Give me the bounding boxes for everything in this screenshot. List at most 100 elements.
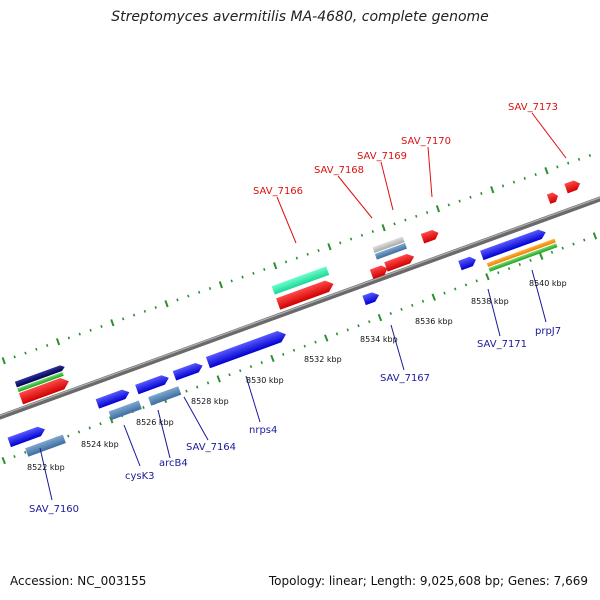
label-sav-7164[interactable]: SAV_7164 bbox=[186, 442, 236, 453]
tick-mark bbox=[78, 332, 81, 336]
gene-arrow[interactable] bbox=[95, 388, 131, 409]
tick-mark bbox=[208, 287, 212, 290]
tick-mark bbox=[458, 199, 461, 203]
tick-mark bbox=[187, 294, 190, 298]
gene-arrow[interactable] bbox=[135, 373, 170, 395]
tick-mark bbox=[523, 176, 526, 180]
gene-bar[interactable] bbox=[25, 434, 66, 457]
gene-arrow[interactable] bbox=[420, 228, 440, 244]
tick-mark bbox=[249, 365, 253, 369]
tick-mark bbox=[592, 232, 598, 240]
label-nrps4[interactable]: nrps4 bbox=[249, 425, 277, 436]
label-prpj7[interactable]: prpJ7 bbox=[535, 326, 561, 337]
tick-mark bbox=[324, 334, 329, 342]
tick-mark bbox=[404, 218, 407, 222]
tick-mark bbox=[497, 271, 500, 275]
tick-mark bbox=[197, 290, 201, 294]
feature-track[interactable] bbox=[0, 173, 600, 461]
tick-mark bbox=[185, 389, 188, 393]
tick-mark bbox=[588, 154, 592, 158]
gene-arrow[interactable] bbox=[564, 179, 582, 194]
gene-bar[interactable] bbox=[488, 243, 558, 272]
tick-mark bbox=[339, 241, 342, 245]
gene-bar[interactable] bbox=[486, 238, 556, 268]
gene-arrow[interactable] bbox=[458, 255, 477, 271]
tick-mark bbox=[206, 381, 210, 385]
gene-arrow[interactable] bbox=[276, 278, 336, 310]
tick-mark bbox=[263, 268, 266, 271]
tick-mark bbox=[346, 328, 349, 332]
label-sav-7166[interactable]: SAV_7166 bbox=[253, 186, 303, 197]
tick-mark bbox=[142, 405, 145, 410]
scale-label: 8526 kbp bbox=[136, 418, 174, 427]
tick-mark bbox=[228, 373, 231, 377]
tick-mark bbox=[577, 157, 581, 161]
gene-arrow[interactable] bbox=[7, 425, 47, 448]
gene-arrow[interactable] bbox=[384, 252, 416, 272]
tick-mark bbox=[556, 165, 559, 169]
label-cysk3[interactable]: cysK3 bbox=[125, 471, 155, 482]
tick-mark bbox=[282, 352, 285, 356]
tick-mark bbox=[381, 224, 386, 232]
label-sav-7167[interactable]: SAV_7167 bbox=[380, 373, 430, 384]
tick-mark bbox=[421, 299, 425, 303]
tick-mark bbox=[550, 250, 554, 254]
tick-mark bbox=[512, 180, 516, 184]
gene-arrow[interactable] bbox=[369, 264, 389, 279]
tick-mark bbox=[475, 279, 478, 283]
tick-mark bbox=[99, 422, 102, 426]
tick-mark bbox=[583, 238, 586, 242]
genome-summary-text: Topology: linear; Length: 9,025,608 bp; … bbox=[268, 574, 588, 588]
label-sav-7169[interactable]: SAV_7169 bbox=[357, 151, 407, 162]
tick-mark bbox=[110, 319, 115, 327]
tick-mark bbox=[55, 338, 61, 346]
gene-arrow[interactable] bbox=[18, 376, 71, 405]
gene-bar[interactable] bbox=[17, 371, 64, 393]
tick-mark bbox=[431, 293, 436, 301]
scale-label: 8538 kbp bbox=[471, 297, 509, 306]
label-sav-7171[interactable]: SAV_7171 bbox=[477, 339, 527, 350]
tick-mark bbox=[539, 252, 544, 260]
tick-mark bbox=[218, 281, 223, 289]
accession-text: Accession: NC_003155 bbox=[10, 574, 147, 588]
gene-arrow[interactable] bbox=[546, 191, 560, 204]
tick-mark bbox=[67, 434, 70, 438]
tick-mark bbox=[284, 260, 288, 264]
gene-bar[interactable] bbox=[148, 386, 182, 406]
label-sav-7170[interactable]: SAV_7170 bbox=[401, 136, 451, 147]
tick-mark bbox=[13, 454, 16, 459]
label-sav-7168[interactable]: SAV_7168 bbox=[314, 165, 364, 176]
gene-bar[interactable] bbox=[372, 236, 405, 254]
scale-label: 8528 kbp bbox=[191, 397, 229, 406]
tick-mark bbox=[13, 355, 16, 359]
tick-mark bbox=[529, 258, 532, 262]
tick-mark bbox=[241, 275, 244, 279]
tick-mark bbox=[196, 385, 199, 389]
tick-mark bbox=[230, 279, 233, 283]
gene-arrow[interactable] bbox=[14, 364, 66, 388]
label-arcb4[interactable]: arcB4 bbox=[159, 458, 188, 469]
label-sav-7173[interactable]: SAV_7173 bbox=[508, 102, 558, 113]
tick-mark bbox=[67, 336, 71, 340]
scale-label: 8530 kbp bbox=[246, 376, 284, 385]
gene-bar[interactable] bbox=[108, 400, 142, 420]
gene-bar[interactable] bbox=[374, 243, 407, 260]
gene-arrow[interactable] bbox=[205, 329, 288, 369]
tick-mark bbox=[447, 203, 450, 207]
scale-label: 8524 kbp bbox=[81, 440, 119, 449]
tick-mark bbox=[544, 167, 549, 175]
tick-mark bbox=[292, 348, 296, 352]
gene-bar[interactable] bbox=[271, 266, 330, 295]
gene-labels-bottom: SAV_7160 cysK3 arcB4 SAV_7164 nrps4 SAV_… bbox=[29, 326, 561, 515]
label-sav-7160[interactable]: SAV_7160 bbox=[29, 504, 79, 515]
gene-arrow[interactable] bbox=[362, 290, 380, 306]
gene-arrow[interactable] bbox=[172, 361, 205, 381]
gene-arrow[interactable] bbox=[480, 228, 547, 261]
tick-mark bbox=[270, 354, 275, 363]
tick-mark bbox=[371, 230, 375, 233]
tick-mark bbox=[1, 357, 6, 365]
tick-mark bbox=[454, 287, 457, 291]
tick-mark bbox=[377, 313, 383, 322]
tick-mark bbox=[109, 416, 114, 424]
